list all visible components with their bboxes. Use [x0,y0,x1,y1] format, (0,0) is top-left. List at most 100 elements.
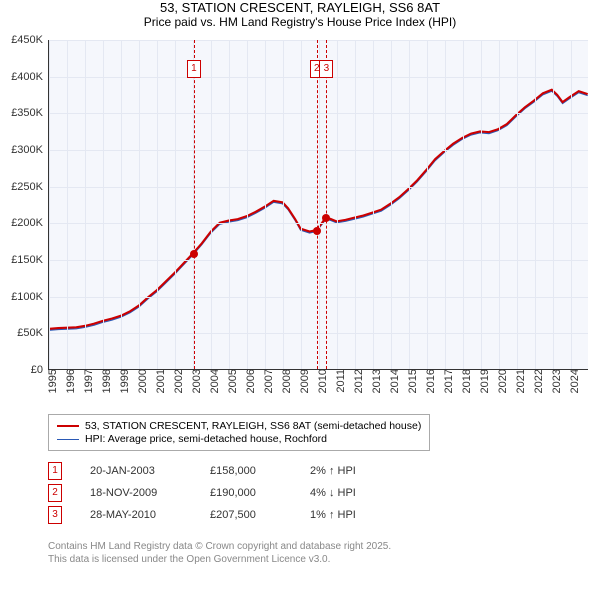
x-tick-label: 2007 [261,369,275,393]
x-tick-label: 2024 [567,369,581,393]
x-gridline [103,40,104,369]
x-tick-label: 1995 [45,369,59,393]
x-gridline [391,40,392,369]
x-tick-label: 2021 [513,369,527,393]
x-tick-label: 1999 [117,369,131,393]
table-date: 20-JAN-2003 [90,465,210,477]
x-gridline [409,40,410,369]
table-price: £207,500 [210,509,310,521]
marker-vline [326,40,327,369]
y-tick-label: £50K [17,327,49,339]
marker-vline [194,40,195,369]
table-price: £190,000 [210,487,310,499]
table-date: 18-NOV-2009 [90,487,210,499]
y-tick-label: £200K [11,217,49,229]
x-gridline [139,40,140,369]
legend-item: 53, STATION CRESCENT, RAYLEIGH, SS6 8AT … [57,420,421,432]
x-gridline [175,40,176,369]
x-gridline [355,40,356,369]
table-pct: 1% ↑ HPI [310,509,410,521]
x-tick-label: 2004 [207,369,221,393]
chart-plot-area: £0£50K£100K£150K£200K£250K£300K£350K£400… [48,40,588,370]
x-tick-label: 2023 [549,369,563,393]
legend-label: HPI: Average price, semi-detached house,… [85,433,327,445]
legend-swatch [57,439,79,440]
transaction-table: 1 20-JAN-2003£158,0002% ↑ HPI 2 18-NOV-2009… [48,460,410,526]
table-marker-box: 3 [48,506,62,524]
x-gridline [319,40,320,369]
y-tick-label: £350K [11,107,49,119]
x-tick-label: 1997 [81,369,95,393]
table-pct: 4% ↓ HPI [310,487,410,499]
x-tick-label: 2009 [297,369,311,393]
chart-subtitle: Price paid vs. HM Land Registry's House … [0,15,600,29]
table-row: 1 20-JAN-2003£158,0002% ↑ HPI [48,460,410,482]
marker-dot [313,227,321,235]
x-tick-label: 2006 [243,369,257,393]
x-gridline [517,40,518,369]
y-tick-label: £400K [11,71,49,83]
x-tick-label: 2017 [441,369,455,393]
x-tick-label: 2011 [333,369,347,393]
y-tick-label: £150K [11,254,49,266]
marker-box: 3 [319,60,333,78]
x-gridline [553,40,554,369]
legend-swatch [57,425,79,427]
x-gridline [67,40,68,369]
x-gridline [463,40,464,369]
marker-dot [322,214,330,222]
x-gridline [571,40,572,369]
x-gridline [427,40,428,369]
table-pct: 2% ↑ HPI [310,465,410,477]
y-tick-label: £250K [11,181,49,193]
x-tick-label: 2005 [225,369,239,393]
x-tick-label: 2018 [459,369,473,393]
marker-dot [190,250,198,258]
x-tick-label: 1996 [63,369,77,393]
table-date: 28-MAY-2010 [90,509,210,521]
table-marker-box: 1 [48,462,62,480]
x-gridline [157,40,158,369]
x-gridline [85,40,86,369]
x-gridline [481,40,482,369]
footer-line-1: Contains HM Land Registry data © Crown c… [48,540,391,553]
x-tick-label: 2000 [135,369,149,393]
x-tick-label: 2003 [189,369,203,393]
x-gridline [535,40,536,369]
y-tick-label: £300K [11,144,49,156]
table-marker-box: 2 [48,484,62,502]
x-gridline [121,40,122,369]
y-tick-label: £450K [11,34,49,46]
x-tick-label: 2020 [495,369,509,393]
x-tick-label: 2008 [279,369,293,393]
x-tick-label: 2014 [387,369,401,393]
x-tick-label: 2013 [369,369,383,393]
legend-label: 53, STATION CRESCENT, RAYLEIGH, SS6 8AT … [85,420,421,432]
x-gridline [283,40,284,369]
x-gridline [337,40,338,369]
x-gridline [265,40,266,369]
x-tick-label: 2022 [531,369,545,393]
table-row: 3 28-MAY-2010£207,5001% ↑ HPI [48,504,410,526]
x-tick-label: 2001 [153,369,167,393]
x-tick-label: 2019 [477,369,491,393]
table-row: 2 18-NOV-2009£190,0004% ↓ HPI [48,482,410,504]
footer-attribution: Contains HM Land Registry data © Crown c… [48,540,391,566]
table-price: £158,000 [210,465,310,477]
x-gridline [229,40,230,369]
x-gridline [211,40,212,369]
legend: 53, STATION CRESCENT, RAYLEIGH, SS6 8AT … [48,414,430,451]
chart-title: 53, STATION CRESCENT, RAYLEIGH, SS6 8AT [0,0,600,15]
x-tick-label: 1998 [99,369,113,393]
x-gridline [247,40,248,369]
x-gridline [301,40,302,369]
x-tick-label: 2016 [423,369,437,393]
footer-line-2: This data is licensed under the Open Gov… [48,553,391,566]
marker-box: 1 [187,60,201,78]
x-gridline [373,40,374,369]
x-gridline [499,40,500,369]
x-tick-label: 2010 [315,369,329,393]
x-gridline [49,40,50,369]
x-tick-label: 2015 [405,369,419,393]
x-tick-label: 2012 [351,369,365,393]
